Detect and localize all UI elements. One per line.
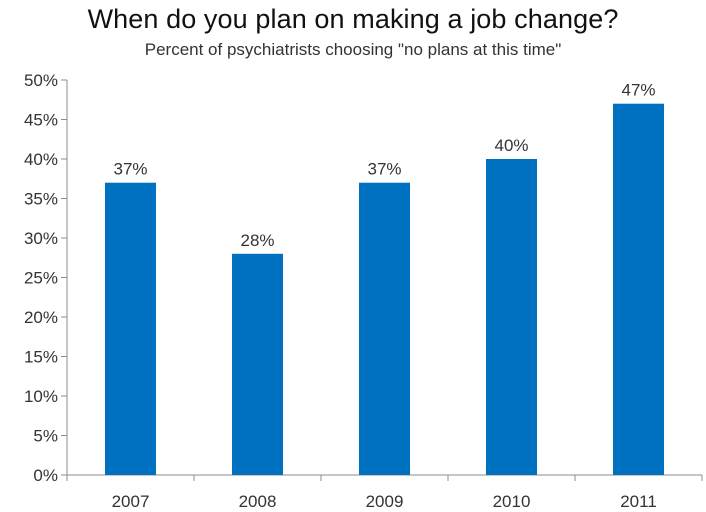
bar-2007 bbox=[105, 182, 156, 475]
x-axis: 2007 2008 2009 2010 2011 bbox=[66, 474, 703, 511]
bar-2008 bbox=[232, 253, 283, 475]
chart-subtitle: Percent of psychiatrists choosing "no pl… bbox=[144, 40, 562, 59]
data-label-2010: 40% bbox=[494, 136, 528, 155]
data-label-2009: 37% bbox=[367, 160, 401, 179]
bar-2009 bbox=[359, 182, 410, 475]
y-axis: 0% 5% 10% 15% 20% 25% 30% 35% 40% 45% 50% bbox=[24, 71, 68, 485]
data-label-2007: 37% bbox=[113, 160, 147, 179]
data-labels: 37% 28% 37% 40% 47% bbox=[113, 81, 655, 250]
y-tick-label: 20% bbox=[24, 308, 58, 327]
chart-title: When do you plan on making a job change? bbox=[87, 4, 619, 34]
y-tick-label: 5% bbox=[33, 427, 58, 446]
bar-2010 bbox=[486, 159, 537, 475]
data-label-2008: 28% bbox=[240, 231, 274, 250]
y-tick-label: 0% bbox=[33, 466, 58, 485]
y-tick-label: 15% bbox=[24, 348, 58, 367]
y-tick-label: 25% bbox=[24, 269, 58, 288]
data-label-2011: 47% bbox=[621, 81, 655, 100]
x-tick-label-2008: 2008 bbox=[239, 492, 277, 511]
bar-2011 bbox=[613, 103, 664, 475]
bars bbox=[105, 103, 664, 475]
x-tick-label-2011: 2011 bbox=[620, 492, 657, 511]
y-tick-label: 35% bbox=[24, 190, 58, 209]
x-tick-label-2007: 2007 bbox=[112, 492, 150, 511]
y-tick-label: 50% bbox=[24, 71, 58, 90]
x-tick-label-2009: 2009 bbox=[366, 492, 404, 511]
y-tick-label: 45% bbox=[24, 111, 58, 130]
y-tick-label: 40% bbox=[24, 150, 58, 169]
y-tick-label: 30% bbox=[24, 229, 58, 248]
x-tick-label-2010: 2010 bbox=[493, 492, 531, 511]
y-tick-label: 10% bbox=[24, 387, 58, 406]
